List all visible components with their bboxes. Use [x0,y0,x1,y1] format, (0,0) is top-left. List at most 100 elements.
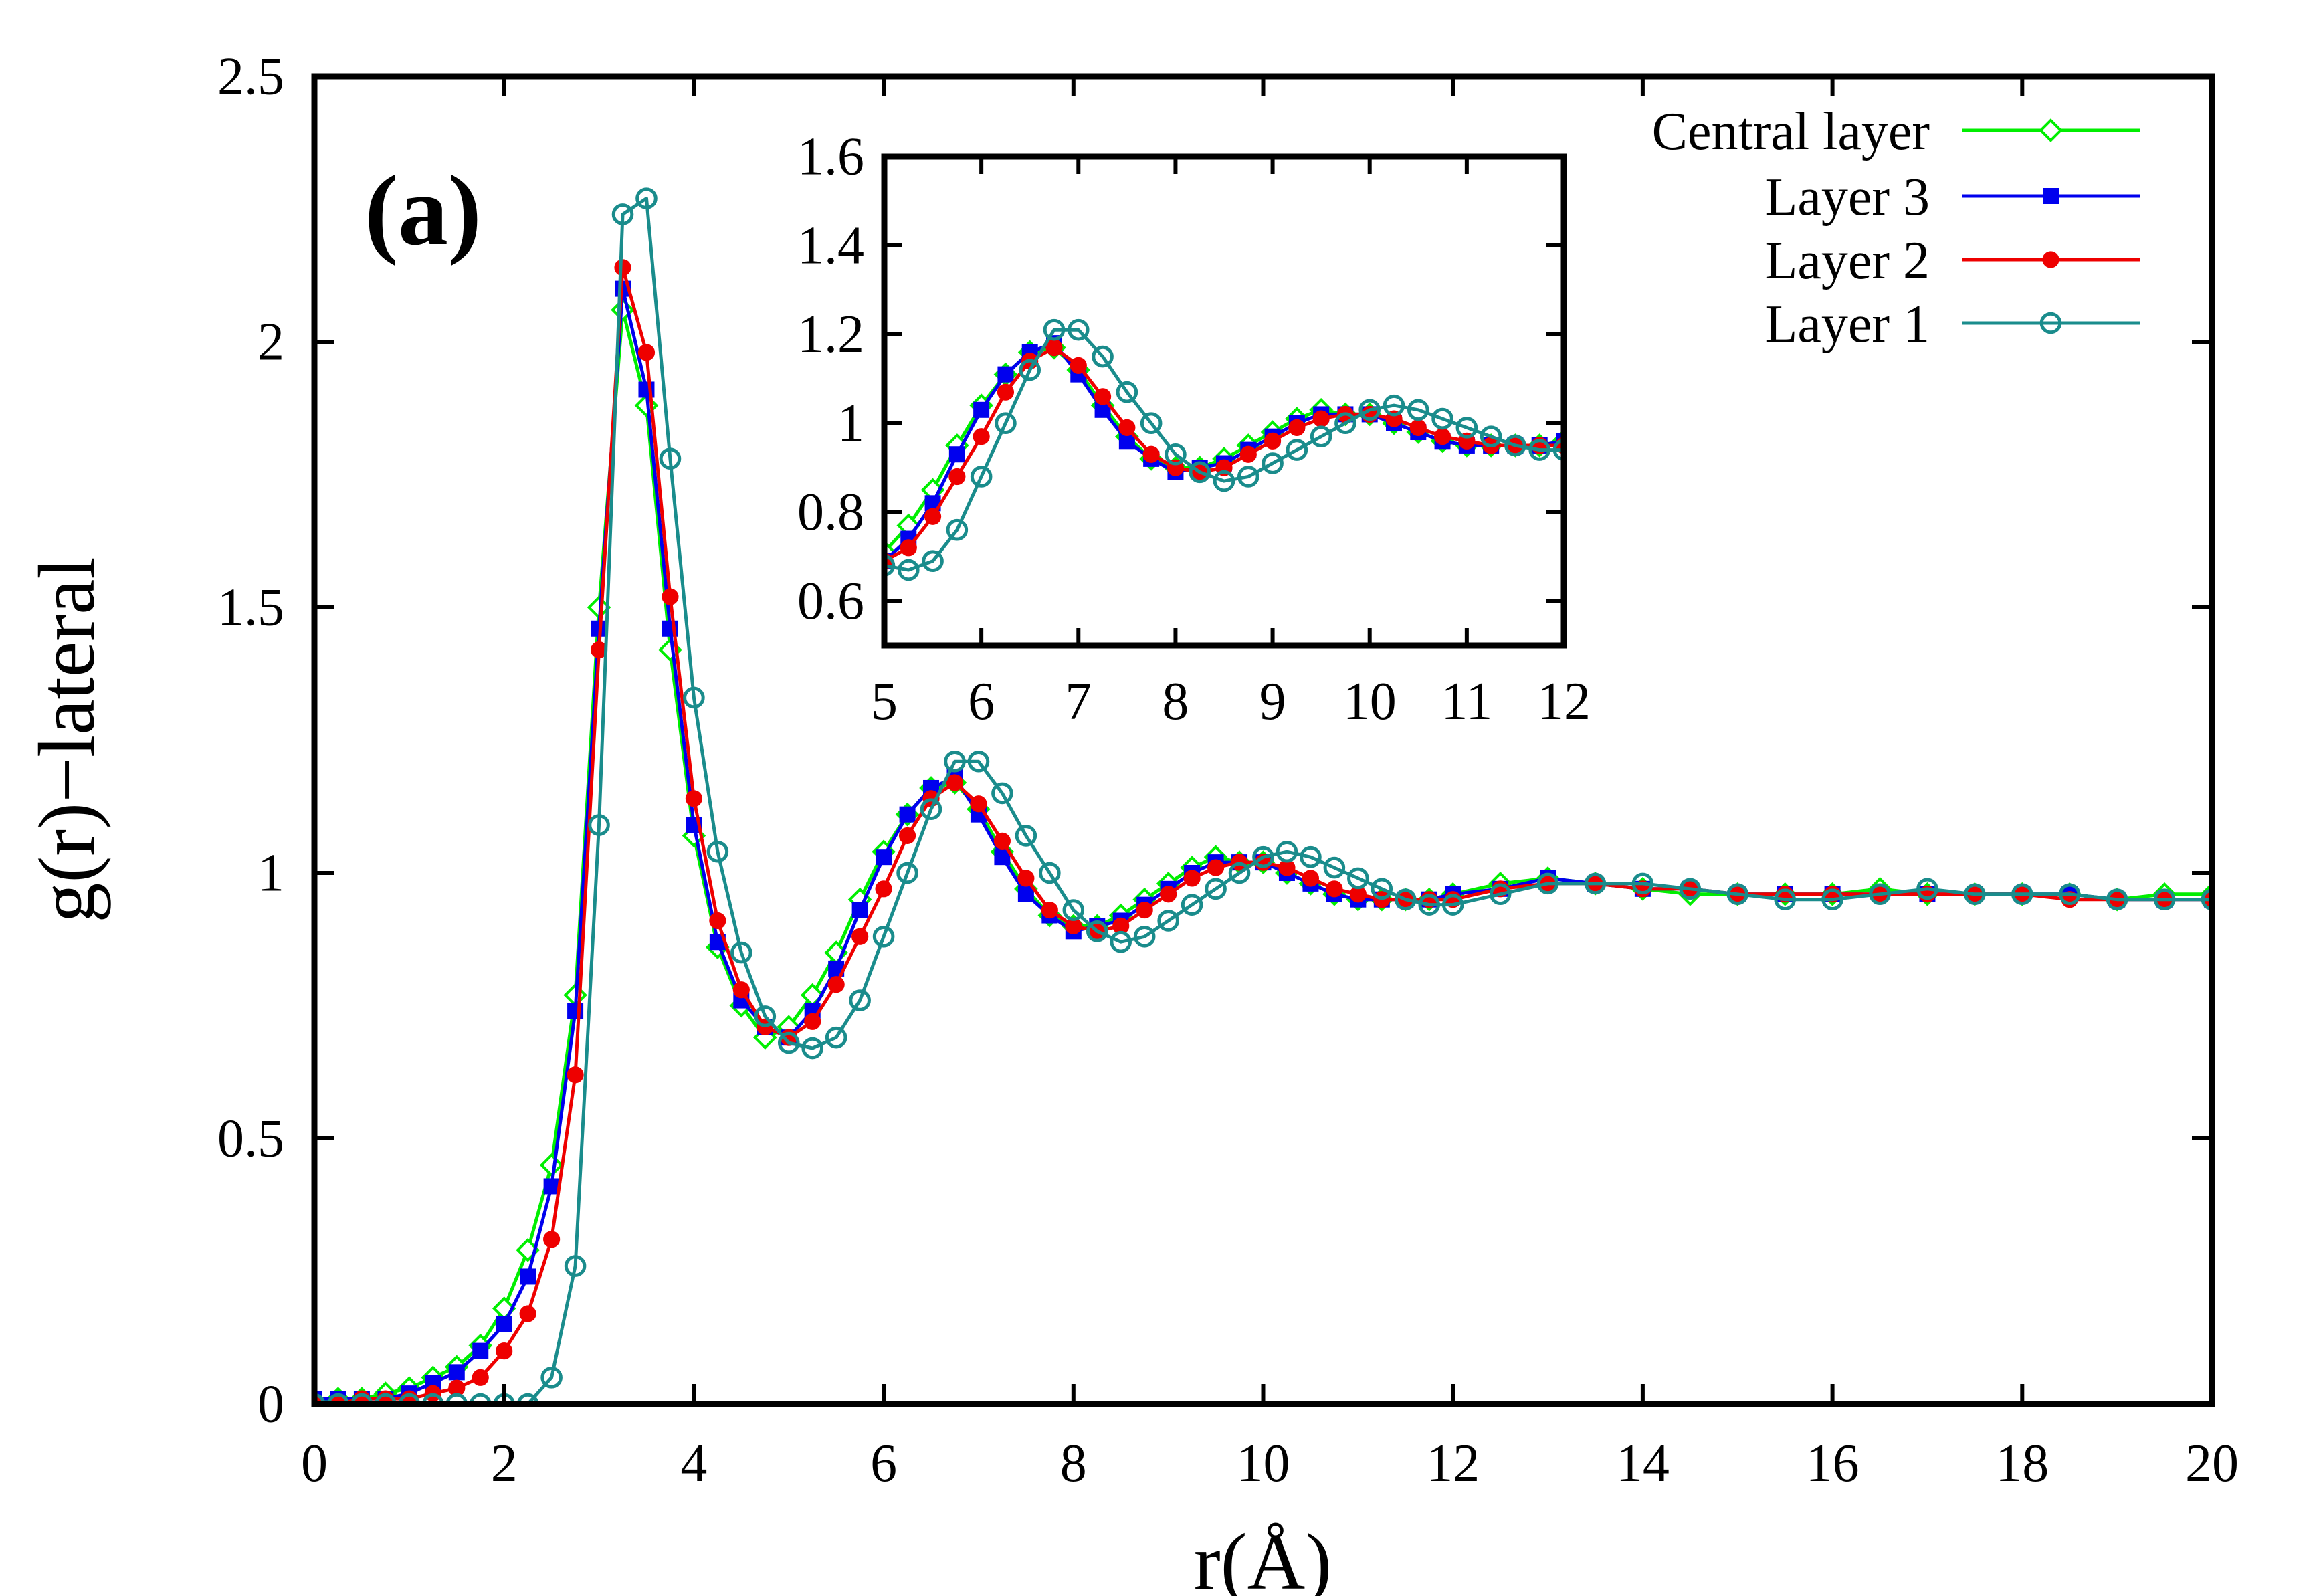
inset-x-tick-label: 11 [1441,672,1492,731]
main-data-point [1207,859,1225,876]
inset-x-tick-label: 7 [1065,672,1092,731]
inset-data-point [924,508,942,525]
inset-data-point [997,366,1014,383]
main-data-point [588,814,610,836]
main-data-point [590,641,608,659]
main-data-point [496,1316,512,1332]
main-data-point [946,774,964,791]
inset-data-point [900,539,917,557]
inset-data-point [884,555,896,577]
main-data-point [1112,917,1130,934]
inset-data-point [1528,439,1551,461]
main-data-point [1489,883,1512,906]
main-data-point [754,1005,777,1027]
inset-data-point [1455,417,1478,439]
main-data-point [1418,894,1441,916]
main-data-point [849,989,871,1011]
main-y-tick-label: 0 [258,1375,284,1433]
main-data-point [1371,878,1393,900]
inset-data-point [1165,443,1187,466]
inset-data-point [1045,339,1063,357]
main-data-point [401,1390,418,1404]
main-data-point [1136,901,1153,919]
inset-data-point [997,383,1015,401]
main-data-point [732,981,750,999]
main-data-point [1276,840,1298,863]
legend-label: Layer 2 [1765,231,1930,290]
main-data-point [637,344,656,361]
main-data-point [1394,888,1417,910]
main-data-point [1326,880,1343,898]
inset-background [884,157,1564,645]
legend-marker [2039,312,2062,334]
inset-data-point [1092,345,1114,368]
inset-data-point [995,412,1017,435]
main-data-point [1869,883,1891,906]
main-data-point [1536,872,1559,895]
inset-data-point [970,466,993,488]
main-data-point [1065,917,1082,934]
main-data-point [777,1031,800,1054]
inset-data-point [948,468,966,486]
inset-data-point [1262,452,1284,474]
main-data-point [1133,925,1156,948]
main-x-tick-label: 12 [1426,1434,1480,1493]
main-data-point [1181,894,1203,916]
main-data-point [1679,878,1702,900]
main-data-point [1110,930,1132,953]
inset-data-point [1431,407,1453,430]
inset-data-point [1070,357,1087,374]
inset-y-tick-label: 1.2 [797,305,864,364]
inset-data-point [1286,439,1308,461]
inset-plot-marks [884,318,1564,581]
main-data-point [564,1255,587,1277]
main-data-point [1916,878,1938,900]
inset-data-point [948,446,965,463]
main-data-point [801,1037,824,1060]
main-data-point [1183,870,1201,887]
main-y-tick-label: 1.5 [217,578,284,637]
main-data-point [496,1342,513,1360]
legend-label: Layer 1 [1765,295,1930,354]
inset-data-point [1019,359,1041,381]
main-data-point [520,1268,536,1285]
main-data-point [567,1066,584,1084]
main-data-point [1300,845,1322,868]
main-data-point [1228,862,1251,884]
main-data-point [1631,872,1654,895]
inset-data-point [1383,394,1405,417]
inset-data-point [1213,470,1235,492]
inset-axis-ticks [882,155,1566,645]
main-data-point [706,840,729,863]
inset-data-point [1334,412,1356,435]
main-data-point [614,259,631,276]
main-data-point [1086,920,1108,942]
inset-data-point [1288,419,1306,436]
legend-marker [2042,251,2059,268]
main-data-point [1584,872,1607,895]
main-data-point [1441,894,1464,916]
main-data-point [353,1390,371,1404]
main-data-point [685,790,702,807]
main-data-point [448,1379,466,1397]
main-y-tick-label: 2 [258,312,284,371]
main-data-point [970,795,987,813]
panel-label: (a) [365,155,482,266]
inset-data-point [1358,399,1381,421]
main-y-tick-label: 1 [258,843,284,902]
inset-data-point [1480,425,1502,447]
inset-data-point [1237,466,1259,488]
inset-data-point [973,401,990,418]
main-data-point [1017,870,1035,887]
main-y-tick-label: 2.5 [217,47,284,106]
inset-plot-frame [881,153,1567,649]
main-series-line [314,197,2212,1404]
inset-data-point [1094,388,1112,405]
main-data-point [898,827,916,845]
main-data-point [1349,886,1367,903]
main-data-point [611,203,634,225]
inset-data-point [1118,419,1136,436]
inset-data-point [1142,445,1160,463]
main-axis-ticks [312,74,2214,1406]
inset-data-point [973,428,990,445]
